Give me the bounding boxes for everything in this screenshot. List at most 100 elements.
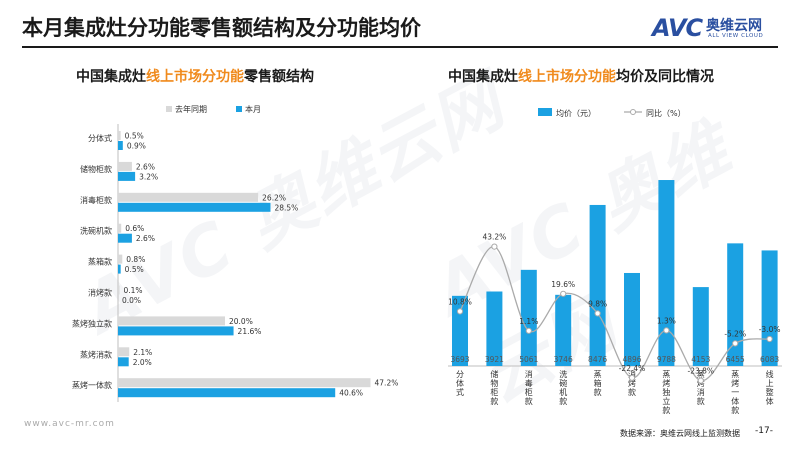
bar-value-label: 0.0% xyxy=(122,296,141,305)
category-label: 蒸烤独立款 xyxy=(662,369,670,415)
bar-value-label: 2.0% xyxy=(133,358,152,367)
category-label: 线上整体 xyxy=(766,369,774,406)
bar-last-year xyxy=(118,254,123,264)
yoy-value-label: -23.8% xyxy=(688,367,715,376)
bar-value-label: 28.5% xyxy=(274,203,298,212)
category-label: 洗碗机款 xyxy=(559,369,567,406)
bar-value-label: 40.6% xyxy=(339,389,363,398)
yoy-marker xyxy=(697,377,704,384)
bar-last-year xyxy=(118,285,120,295)
bar-this-month xyxy=(118,388,336,398)
bar-this-month xyxy=(118,202,271,212)
right-title-highlight: 线上市场分功能 xyxy=(518,69,616,85)
price-value-label: 8476 xyxy=(588,355,607,364)
category-label: 蒸烤一体款 xyxy=(731,369,739,415)
category-label: 蒸烤独立款 xyxy=(72,318,112,328)
page-number: -17- xyxy=(755,426,773,436)
data-source: 数据来源：奥维云网线上监测数据 xyxy=(620,429,740,438)
yoy-value-label: 19.6% xyxy=(551,280,575,289)
legend-label-yoy: 同比（%） xyxy=(646,108,686,118)
logo-mark: AVC xyxy=(652,14,703,42)
yoy-marker xyxy=(560,290,567,297)
left-chart-title: 中国集成灶线上市场分功能零售额结构 xyxy=(76,66,314,86)
category-label: 蒸箱款 xyxy=(88,257,112,267)
price-value-label: 9788 xyxy=(657,355,676,364)
bar-value-label: 21.6% xyxy=(238,327,262,336)
price-bar xyxy=(555,294,572,366)
price-bar xyxy=(658,180,675,366)
category-label: 蒸烤消款 xyxy=(80,349,112,359)
price-bar xyxy=(692,287,709,366)
bar-this-month xyxy=(118,357,129,367)
category-label: 分体式 xyxy=(88,133,112,143)
bar-this-month xyxy=(118,171,136,181)
bar-value-label: 47.2% xyxy=(375,379,399,388)
bar-value-label: 0.5% xyxy=(125,132,144,141)
category-label: 蒸烤一体款 xyxy=(72,380,112,390)
bar-this-month xyxy=(118,141,123,150)
legend-swatch-last-year xyxy=(166,106,172,112)
avc-logo: AVC 奥维云网 ALL VIEW CLOUD xyxy=(652,14,780,42)
right-title-post: 均价及同比情况 xyxy=(616,69,714,85)
yoy-value-label: -5.2% xyxy=(724,329,746,338)
title-divider xyxy=(22,46,778,48)
category-label: 储物柜款 xyxy=(490,369,498,406)
footer-url: www.avc-mr.com xyxy=(24,419,115,429)
legend-label-avg-price: 均价（元） xyxy=(556,108,596,118)
bar-value-label: 2.6% xyxy=(136,234,155,243)
bar-last-year xyxy=(118,192,259,202)
price-bar xyxy=(761,250,778,366)
legend-swatch-this-month xyxy=(236,106,242,112)
yoy-value-label: 43.2% xyxy=(482,233,506,242)
yoy-marker xyxy=(628,374,636,381)
bar-last-year xyxy=(118,131,121,140)
bar-value-label: 2.6% xyxy=(136,162,155,171)
yoy-marker xyxy=(732,340,739,347)
page-title: 本月集成灶分功能零售额结构及分功能均价 xyxy=(22,16,421,40)
category-label: 洗碗机款 xyxy=(80,226,112,236)
price-bar xyxy=(520,269,537,366)
yoy-marker xyxy=(525,327,532,334)
price-value-label: 4153 xyxy=(691,355,710,364)
yoy-value-label: 9.8% xyxy=(588,299,607,308)
bar-value-label: 0.1% xyxy=(124,286,143,295)
bar-value-label: 20.0% xyxy=(229,317,253,326)
legend-swatch-yoy-marker xyxy=(630,109,636,115)
category-label: 蒸箱款 xyxy=(594,369,602,397)
price-bar xyxy=(727,243,744,366)
yoy-value-label: -3.0% xyxy=(759,325,781,334)
yoy-value-label: -22.4% xyxy=(619,364,646,373)
price-value-label: 5061 xyxy=(519,355,538,364)
logo-en-text: ALL VIEW CLOUD xyxy=(708,33,764,39)
price-bar xyxy=(624,272,640,366)
bar-value-label: 0.6% xyxy=(125,224,144,233)
bar-this-month xyxy=(118,264,121,274)
bar-this-month xyxy=(118,233,132,243)
category-label: 消烤款 xyxy=(628,369,636,397)
yoy-value-label: 10.8% xyxy=(448,297,472,306)
category-label: 分体式 xyxy=(456,370,464,397)
price-value-label: 3693 xyxy=(450,355,469,364)
left-title-post: 零售额结构 xyxy=(244,69,314,85)
price-bar xyxy=(452,295,468,366)
bar-last-year xyxy=(118,223,122,233)
yoy-marker xyxy=(663,327,670,334)
price-value-label: 3921 xyxy=(485,355,504,364)
bar-last-year xyxy=(118,316,225,326)
category-label: 消毒柜款 xyxy=(525,369,533,406)
left-title-pre: 中国集成灶 xyxy=(76,69,146,85)
price-bar xyxy=(589,204,606,366)
legend-swatch-avg-price xyxy=(538,108,552,116)
bar-last-year xyxy=(118,347,130,357)
price-value-label: 6455 xyxy=(726,355,745,364)
yoy-marker xyxy=(456,308,464,315)
yoy-value-label: 1.3% xyxy=(657,316,676,325)
bar-this-month xyxy=(118,326,234,336)
category-label: 消毒柜款 xyxy=(80,195,112,205)
price-value-label: 6083 xyxy=(760,355,779,364)
price-bar xyxy=(486,291,503,366)
legend-label-last-year: 去年同期 xyxy=(175,104,207,114)
bar-value-label: 2.1% xyxy=(133,348,152,357)
bar-value-label: 0.9% xyxy=(127,142,146,151)
